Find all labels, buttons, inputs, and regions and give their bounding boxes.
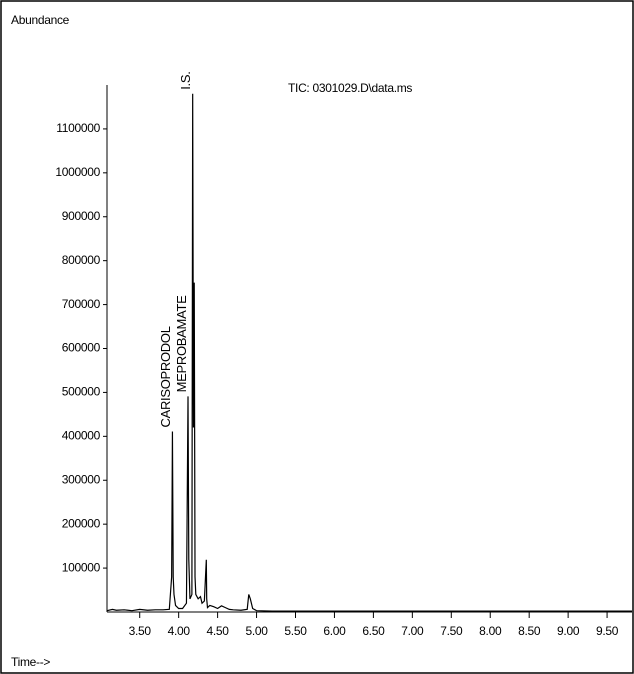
y-tick-label: 700000 xyxy=(62,297,101,311)
x-tick-label: 9.50 xyxy=(596,624,619,638)
chart-title: TIC: 0301029.D\data.ms xyxy=(288,81,412,95)
y-tick-label: 1000000 xyxy=(55,165,100,179)
x-tick-label: 7.50 xyxy=(440,624,463,638)
y-tick-label: 800000 xyxy=(62,253,101,267)
peak-label: CARISOPRODOL xyxy=(158,326,173,427)
y-tick-label: 200000 xyxy=(62,516,101,530)
y-tick-label: 300000 xyxy=(62,472,101,486)
x-tick-label: 4.50 xyxy=(207,624,230,638)
trace xyxy=(106,93,632,612)
x-tick-label: 9.00 xyxy=(557,624,580,638)
x-tick-label: 5.00 xyxy=(245,624,268,638)
x-axis-label: Time--> xyxy=(11,655,50,669)
x-tick-label: 3.50 xyxy=(129,624,152,638)
y-tick-label: 1100000 xyxy=(56,121,100,135)
y-axis-label: Abundance xyxy=(11,13,70,27)
peak-label: MEPROBAMATE xyxy=(174,295,189,392)
x-tick-label: 8.50 xyxy=(518,624,541,638)
y-tick-label: 900000 xyxy=(62,209,101,223)
x-tick-label: 6.00 xyxy=(323,624,346,638)
x-tick-label: 4.00 xyxy=(168,624,191,638)
x-tick-label: 7.00 xyxy=(401,624,424,638)
y-tick-label: 100000 xyxy=(62,560,101,574)
y-tick-label: 600000 xyxy=(62,341,101,355)
x-tick-label: 5.50 xyxy=(284,624,307,638)
x-tick-label: 6.50 xyxy=(362,624,385,638)
x-tick-label: 8.00 xyxy=(479,624,502,638)
peak-label: I.S. xyxy=(178,71,193,89)
y-tick-label: 500000 xyxy=(62,385,101,399)
y-tick-label: 400000 xyxy=(62,429,101,443)
